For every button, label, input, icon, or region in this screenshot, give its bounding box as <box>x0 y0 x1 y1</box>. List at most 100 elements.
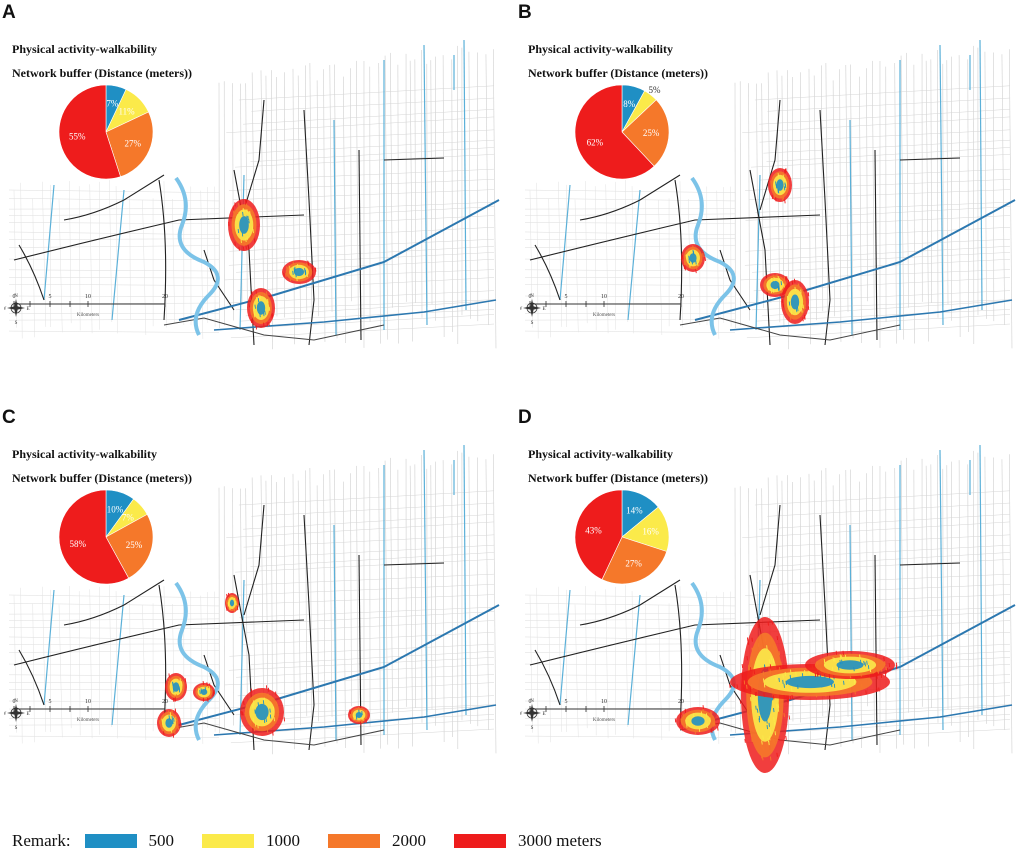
buffer-hatch <box>366 719 367 723</box>
major-road <box>530 215 820 260</box>
buffer-hatch <box>877 675 878 679</box>
buffer-hatch <box>686 255 687 259</box>
buffer-hatch <box>854 667 855 671</box>
buffer-hatch <box>290 277 291 281</box>
buffer-hatch <box>771 278 772 282</box>
buffer-hatch <box>689 259 690 263</box>
scale-tick-label: 20 <box>678 699 684 705</box>
buffer-hatch <box>256 325 257 329</box>
buffer-hatch <box>781 662 782 666</box>
buffer-hatch <box>227 594 228 598</box>
buffer-hatch <box>254 704 255 708</box>
major-road <box>244 505 264 615</box>
minor-street <box>895 468 897 749</box>
buffer-hatch <box>207 682 208 686</box>
buffer-hatch <box>889 663 890 667</box>
buffer-hatch <box>779 286 780 290</box>
buffer-hatch <box>198 688 199 692</box>
scale-tick-label: 5 <box>565 699 568 705</box>
minor-street <box>937 50 938 318</box>
buffer-hatch <box>840 660 841 664</box>
minor-street <box>525 270 735 271</box>
buffer-hatch <box>761 754 762 758</box>
buffer-hatch <box>254 239 255 243</box>
minor-street <box>756 714 1010 726</box>
compass-west-label: W <box>4 307 7 312</box>
buffer-hatch <box>742 664 743 668</box>
scale-tick-label: 20 <box>162 294 168 300</box>
minor-street <box>244 574 494 585</box>
major-road <box>304 515 314 750</box>
legend-swatch <box>202 834 254 848</box>
minor-street <box>9 232 219 235</box>
buffer-hatch <box>774 722 775 726</box>
major-road <box>820 515 830 750</box>
buffer-hatch <box>773 695 774 699</box>
minor-street <box>755 202 1010 212</box>
buffer-hatch <box>831 683 832 687</box>
pie-subtitle: Network buffer (Distance (meters)) <box>12 471 192 486</box>
scale-tick-label: 10 <box>85 294 91 300</box>
buffer-hatch <box>776 197 777 201</box>
buffer-hatch <box>270 709 271 713</box>
scale-tick-label: 0 <box>529 294 532 300</box>
major-road <box>875 555 877 745</box>
buffer-hatch <box>685 266 686 270</box>
buffer-hatch <box>774 717 775 721</box>
buffer-hatch <box>817 673 818 677</box>
buffer-hatch <box>260 295 261 299</box>
buffer-hatch <box>855 690 856 694</box>
panel-letter: D <box>518 407 532 429</box>
buffer-hatch <box>734 684 735 688</box>
buffer-hatch <box>246 238 247 242</box>
buffer-hatch <box>247 236 248 240</box>
buffer-hatch <box>244 210 245 214</box>
buffer-hatch <box>291 268 292 272</box>
buffer-hatch <box>264 698 265 702</box>
buffer-hatch <box>790 316 791 320</box>
buffer-hatch <box>181 722 182 726</box>
buffer-hatch <box>821 668 822 672</box>
minor-street <box>755 607 1010 617</box>
scale-tick-label: 20 <box>678 294 684 300</box>
buffer-hatch <box>782 299 783 303</box>
buffer-hatch <box>751 723 752 727</box>
buffer-hatch <box>860 655 861 659</box>
minor-street <box>235 559 494 572</box>
scale-tick-label: 0 <box>13 699 16 705</box>
buffer-hatch <box>750 688 751 692</box>
buffer-hatch <box>776 729 777 733</box>
minor-street <box>758 227 1010 239</box>
buffer-hatch <box>255 723 256 727</box>
buffer-hatch <box>268 693 269 697</box>
buffer-hatch <box>361 721 362 725</box>
buffer-hatch <box>683 255 684 259</box>
minor-street <box>9 239 219 240</box>
buffer-hatch <box>842 655 843 659</box>
buffer-hatch <box>896 663 897 667</box>
buffer-hatch <box>248 216 249 220</box>
pie-label: 8% <box>623 99 636 109</box>
buffer-hatch <box>701 711 702 715</box>
minor-street <box>746 207 1010 221</box>
buffer-hatch <box>789 302 790 306</box>
buffer-hatch <box>263 700 264 704</box>
buffer-hatch <box>836 651 837 655</box>
minor-street <box>9 682 219 683</box>
buffer-hatch <box>768 622 769 626</box>
minor-street <box>239 202 494 212</box>
buffer-hatch <box>794 279 795 283</box>
minor-street <box>959 55 960 337</box>
buffer-hatch <box>745 739 746 743</box>
buffer-hatch <box>767 645 768 649</box>
buffer-hatch <box>774 708 775 712</box>
minor-street <box>443 55 444 337</box>
pie-label: 16% <box>642 527 659 537</box>
buffer-hatch <box>774 181 775 185</box>
buffer-hatch <box>236 606 237 610</box>
pie-label: 7% <box>122 513 135 523</box>
minor-street <box>826 63 828 321</box>
buffer-hatch <box>771 730 772 734</box>
buffer-hatch <box>705 257 706 261</box>
buffer-hatch <box>234 210 235 214</box>
